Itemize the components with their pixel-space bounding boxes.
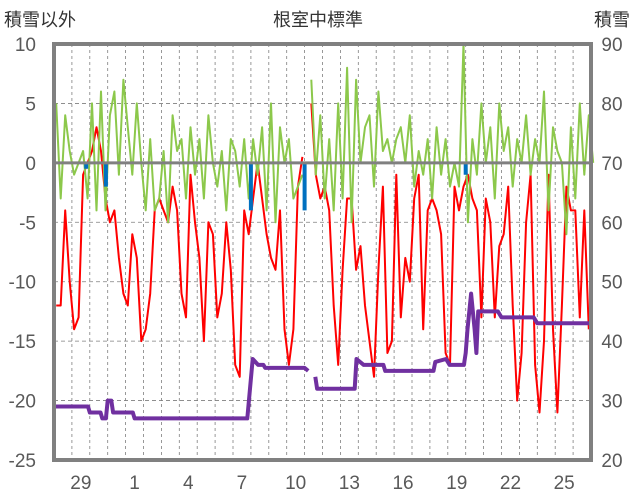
left-tick-label: -10 bbox=[9, 273, 36, 294]
left-tick-label: -5 bbox=[19, 213, 36, 234]
right-tick-label: 50 bbox=[601, 273, 622, 294]
x-tick-label: 1 bbox=[129, 473, 140, 494]
series-line-blue bbox=[84, 162, 468, 211]
x-tick-label: 7 bbox=[237, 473, 248, 494]
right-tick-label: 70 bbox=[601, 154, 622, 175]
series-line-purple bbox=[54, 291, 591, 421]
left-axis-label: 積雪以外 bbox=[4, 10, 76, 31]
x-tick-label: 13 bbox=[339, 473, 360, 494]
right-tick-label: 60 bbox=[601, 213, 622, 234]
left-tick-label: 0 bbox=[25, 154, 36, 175]
right-tick-label: 40 bbox=[601, 332, 622, 353]
left-tick-label: 5 bbox=[25, 94, 36, 115]
left-tick-label: -25 bbox=[9, 451, 36, 472]
right-tick-label: 30 bbox=[601, 392, 622, 413]
x-tick-label: 19 bbox=[446, 473, 467, 494]
x-tick-label: 4 bbox=[183, 473, 194, 494]
x-tick-label: 16 bbox=[392, 473, 413, 494]
right-tick-label: 90 bbox=[601, 35, 622, 56]
left-tick-label: -15 bbox=[9, 332, 36, 353]
x-tick-label: 29 bbox=[70, 473, 91, 494]
left-tick-label: 10 bbox=[15, 35, 36, 56]
x-tick-label: 25 bbox=[554, 473, 575, 494]
right-axis-label: 積雪 bbox=[594, 10, 630, 31]
right-tick-label: 80 bbox=[601, 94, 622, 115]
x-tick-label: 10 bbox=[285, 473, 306, 494]
right-tick-label: 20 bbox=[601, 451, 622, 472]
series-line-green bbox=[55, 43, 595, 236]
x-tick-label: 22 bbox=[500, 473, 521, 494]
left-tick-label: -20 bbox=[9, 392, 36, 413]
plot-frame bbox=[52, 42, 593, 462]
chart-title: 根室中標準 bbox=[273, 10, 363, 31]
